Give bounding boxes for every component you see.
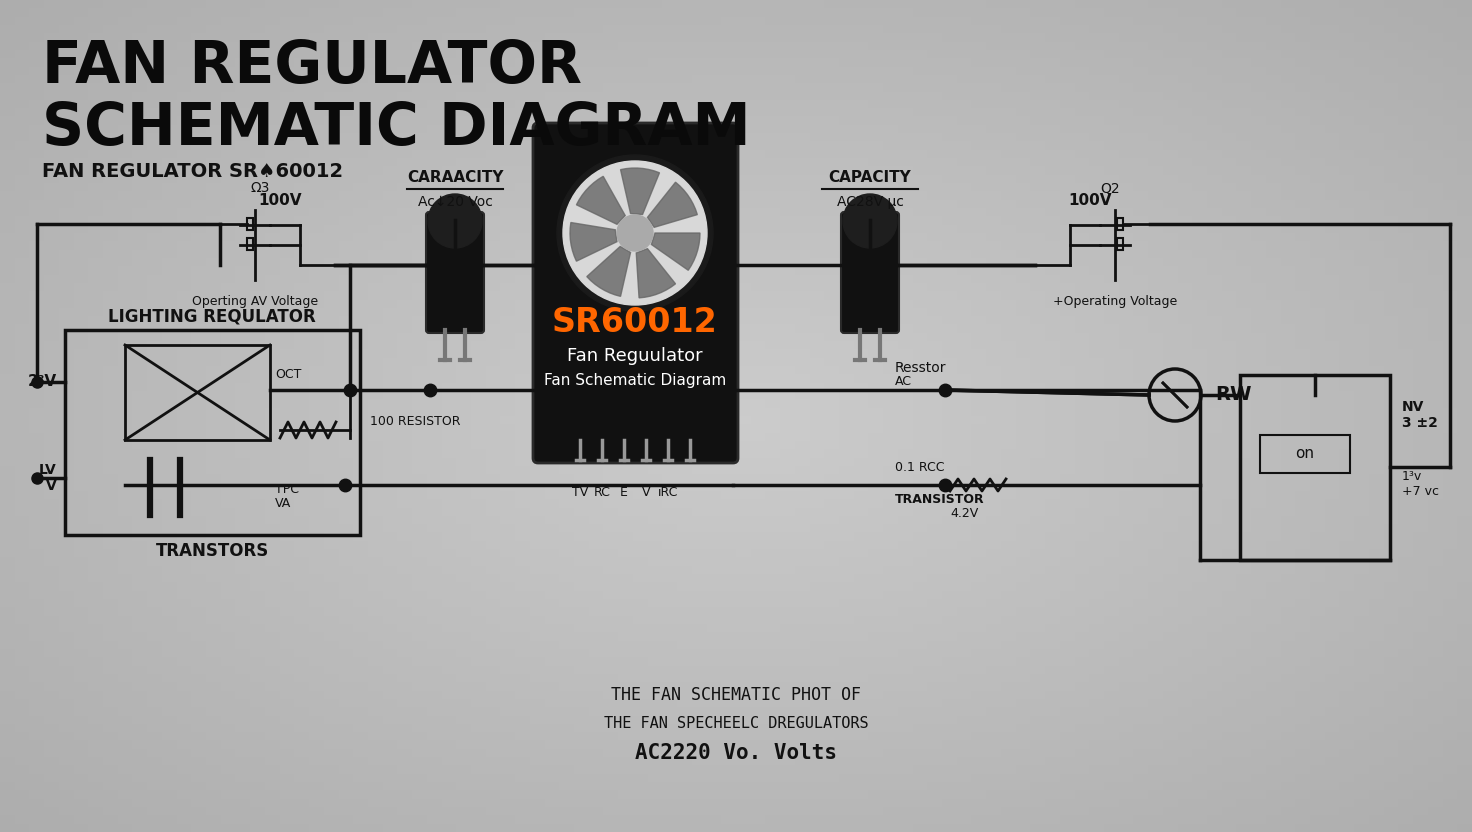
Text: SR60012: SR60012 — [552, 306, 718, 339]
Text: E: E — [620, 486, 629, 499]
Bar — [247, 218, 253, 230]
Bar — [1239, 375, 1390, 560]
Text: NV
3 ±2: NV 3 ±2 — [1401, 400, 1438, 430]
Text: VA: VA — [275, 497, 291, 510]
Text: AC: AC — [895, 375, 913, 388]
Text: Ω3: Ω3 — [250, 181, 269, 195]
Text: 100 RESISTOR: 100 RESISTOR — [369, 415, 461, 428]
Text: RW: RW — [1214, 385, 1251, 404]
Text: on: on — [1295, 447, 1314, 462]
Text: 100V: 100V — [1069, 193, 1111, 208]
Text: Fan Schematic Diagram: Fan Schematic Diagram — [543, 374, 726, 389]
FancyBboxPatch shape — [841, 212, 899, 333]
FancyBboxPatch shape — [533, 123, 737, 463]
Text: V: V — [642, 486, 651, 499]
Polygon shape — [648, 182, 698, 227]
Text: Fan Reguulator: Fan Reguulator — [567, 347, 702, 365]
Bar — [1117, 218, 1123, 230]
Text: FAN REGULATOR SR♠60012: FAN REGULATOR SR♠60012 — [43, 162, 343, 181]
Text: CAPACITY: CAPACITY — [829, 170, 911, 185]
Text: TRANSISTOR: TRANSISTOR — [895, 493, 985, 506]
Text: AC28V μc: AC28V μc — [836, 195, 904, 209]
Text: iRC: iRC — [658, 486, 679, 499]
Text: LV
V: LV V — [40, 463, 57, 493]
Text: 100V: 100V — [258, 193, 302, 208]
Text: Operting AV Voltage: Operting AV Voltage — [191, 295, 318, 308]
Text: FAN REGULATOR: FAN REGULATOR — [43, 38, 581, 95]
Polygon shape — [587, 246, 630, 296]
Circle shape — [428, 194, 481, 248]
Text: Q2: Q2 — [1100, 181, 1120, 195]
Circle shape — [562, 161, 707, 305]
Bar — [65, 330, 361, 535]
Text: Ac↓20 Voc: Ac↓20 Voc — [418, 195, 493, 209]
Bar — [125, 345, 269, 440]
Text: TRANSTORS: TRANSTORS — [156, 542, 268, 560]
Bar — [1260, 435, 1350, 473]
Polygon shape — [577, 176, 626, 225]
Text: AC2220 Vo. Volts: AC2220 Vo. Volts — [634, 743, 838, 763]
Text: OCT: OCT — [275, 368, 302, 381]
Text: 0.1 RCC: 0.1 RCC — [895, 461, 945, 474]
Text: SCHEMATIC DIAGRAM: SCHEMATIC DIAGRAM — [43, 100, 751, 157]
Text: TV: TV — [573, 486, 589, 499]
Circle shape — [617, 215, 654, 251]
Polygon shape — [636, 249, 676, 298]
Text: 1³v
+7 vc: 1³v +7 vc — [1401, 470, 1440, 498]
Text: THE FAN SPECHEELC DREGULATORS: THE FAN SPECHEELC DREGULATORS — [604, 716, 868, 730]
Polygon shape — [570, 222, 617, 261]
Text: LIGHTING REQULATOR: LIGHTING REQULATOR — [107, 307, 316, 325]
Text: 2²V: 2²V — [28, 374, 57, 389]
Bar — [1117, 238, 1123, 250]
Circle shape — [556, 155, 712, 311]
Polygon shape — [652, 233, 701, 270]
Text: RC: RC — [593, 486, 611, 499]
Bar — [247, 238, 253, 250]
Text: +Operating Voltage: +Operating Voltage — [1052, 295, 1178, 308]
Polygon shape — [621, 168, 659, 215]
Text: Resstor: Resstor — [895, 361, 946, 375]
FancyBboxPatch shape — [425, 212, 484, 333]
Text: 4.2V: 4.2V — [949, 507, 979, 520]
Text: TPC: TPC — [275, 483, 299, 496]
Text: CARAACITY: CARAACITY — [406, 170, 503, 185]
Circle shape — [843, 194, 896, 248]
Text: THE FAN SCHEMATIC PHOT OF: THE FAN SCHEMATIC PHOT OF — [611, 686, 861, 704]
